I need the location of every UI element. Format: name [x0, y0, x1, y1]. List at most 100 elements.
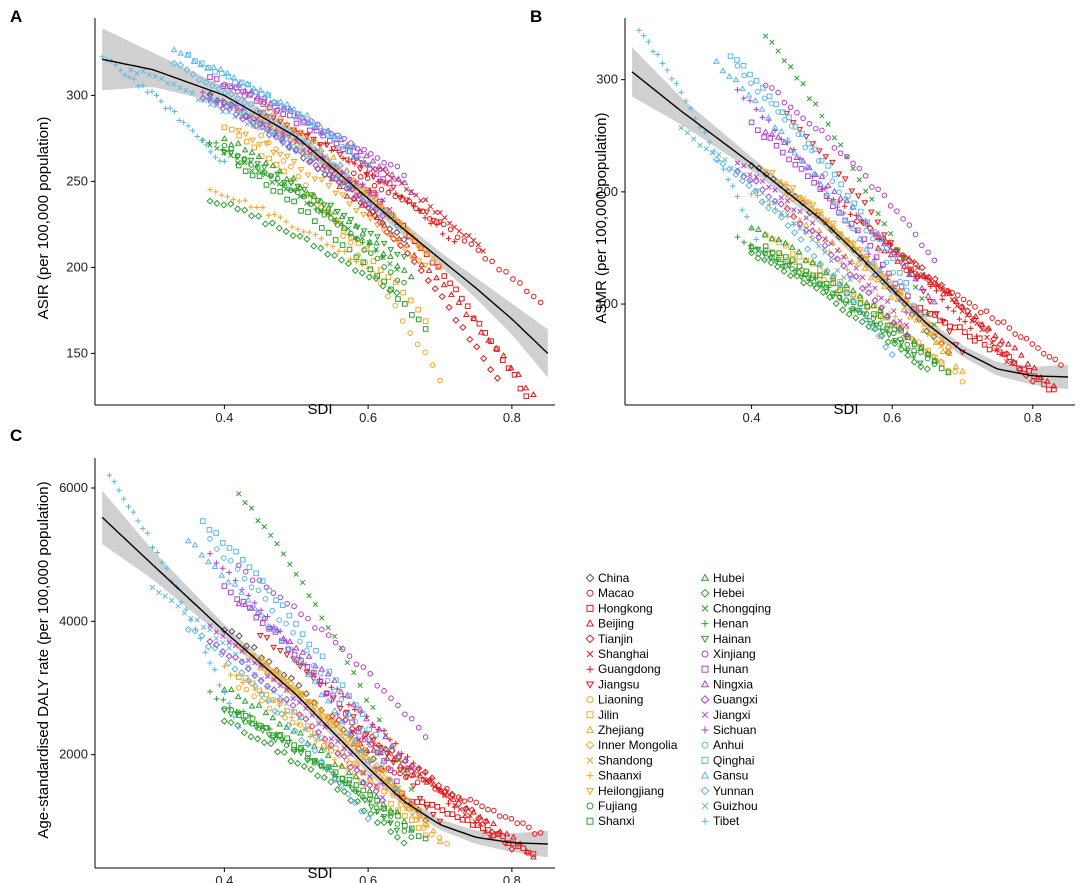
data-point-a [265, 212, 272, 219]
data-point-a [299, 154, 308, 162]
legend-label: Shandong [598, 753, 653, 767]
data-point-a [312, 123, 318, 129]
data-point-b [780, 267, 788, 275]
data-point-c [283, 620, 289, 627]
legend: ChinaMacaoHongkongBeijingTianjinShanghai… [585, 571, 771, 828]
data-point-c [309, 672, 315, 678]
data-point-c [235, 600, 243, 607]
data-point-c [257, 677, 265, 685]
data-point-c [380, 770, 388, 777]
data-point-a [350, 170, 357, 177]
data-point-b [831, 171, 838, 178]
data-point-c [360, 755, 366, 761]
data-point-b [837, 150, 844, 157]
data-point-b [839, 306, 847, 314]
data-point-c [403, 774, 411, 781]
data-point-c [340, 787, 348, 795]
data-point-c [380, 760, 386, 766]
data-point-b [796, 263, 803, 270]
data-point-c [428, 776, 434, 782]
data-point-c [221, 583, 228, 589]
x-tick-label-c: 0.8 [503, 873, 521, 883]
data-point-c [374, 682, 380, 689]
data-point-b [812, 146, 818, 153]
data-point-a [394, 251, 401, 258]
data-point-c [383, 754, 391, 761]
data-point-a [271, 211, 278, 218]
data-point-c [339, 646, 346, 652]
data-point-b [719, 160, 727, 168]
data-point-c [352, 718, 359, 725]
data-point-a [280, 158, 287, 164]
data-point-a [326, 211, 333, 218]
data-point-a [387, 161, 394, 168]
data-point-a [185, 123, 191, 129]
data-point-b [890, 319, 898, 327]
data-point-c [339, 682, 346, 688]
data-point-c [218, 650, 226, 658]
data-point-b [725, 165, 734, 173]
data-point-b [862, 173, 869, 179]
data-point-a [436, 262, 444, 269]
data-point-c [251, 682, 259, 690]
data-point-c [227, 705, 233, 711]
data-point-b [768, 100, 775, 107]
data-point-b [783, 110, 791, 117]
data-point-b [809, 147, 815, 154]
data-point-a [515, 370, 522, 377]
data-point-c [309, 712, 315, 718]
data-point-c [265, 732, 273, 739]
data-point-b [771, 197, 779, 205]
data-point-c [353, 743, 360, 750]
data-point-a [241, 146, 249, 153]
data-point-b [775, 236, 783, 243]
data-point-c [353, 797, 362, 805]
data-point-a [394, 163, 401, 170]
data-point-b [1035, 345, 1041, 351]
data-point-b [751, 187, 760, 195]
data-point-b [822, 154, 830, 161]
data-point-b [765, 114, 772, 121]
data-point-a [476, 320, 483, 327]
data-point-a [370, 166, 376, 172]
data-point-b [933, 311, 940, 318]
data-point-c [303, 726, 309, 732]
data-point-a [350, 141, 358, 148]
legend-label: Hunan [713, 662, 748, 676]
data-point-b [946, 329, 953, 336]
data-point-b [664, 67, 670, 73]
data-point-b [780, 149, 786, 156]
data-point-a [277, 188, 284, 195]
data-point-a [214, 98, 220, 105]
data-point-a [319, 165, 327, 173]
data-point-c [234, 596, 240, 602]
data-point-b [752, 177, 760, 185]
data-point-b [852, 314, 860, 322]
data-point-c [444, 840, 450, 847]
data-point-b [872, 256, 878, 262]
data-point-b [923, 365, 931, 373]
data-point-a [283, 135, 289, 142]
x-tick-label-a: 0.8 [503, 410, 521, 425]
data-point-c [342, 710, 349, 717]
data-point-c [282, 715, 288, 721]
data-point-c [356, 776, 362, 783]
data-point-c [382, 785, 389, 791]
data-point-a [353, 235, 359, 241]
data-point-b [778, 136, 785, 143]
data-point-a [269, 162, 277, 169]
y-axis-title-a: ASIR (per 100,000 population) [35, 117, 52, 320]
data-point-c [207, 688, 213, 695]
data-point-a [437, 209, 443, 216]
data-point-c [379, 794, 386, 801]
data-point-b [857, 208, 864, 215]
data-point-c [475, 814, 483, 822]
data-point-c [262, 709, 270, 716]
data-point-b [891, 308, 897, 314]
data-point-b [809, 258, 816, 265]
data-point-c [388, 742, 396, 749]
data-point-a [347, 178, 353, 184]
data-point-a [312, 123, 319, 130]
confidence-band-a [102, 28, 548, 378]
data-point-b [806, 96, 813, 102]
